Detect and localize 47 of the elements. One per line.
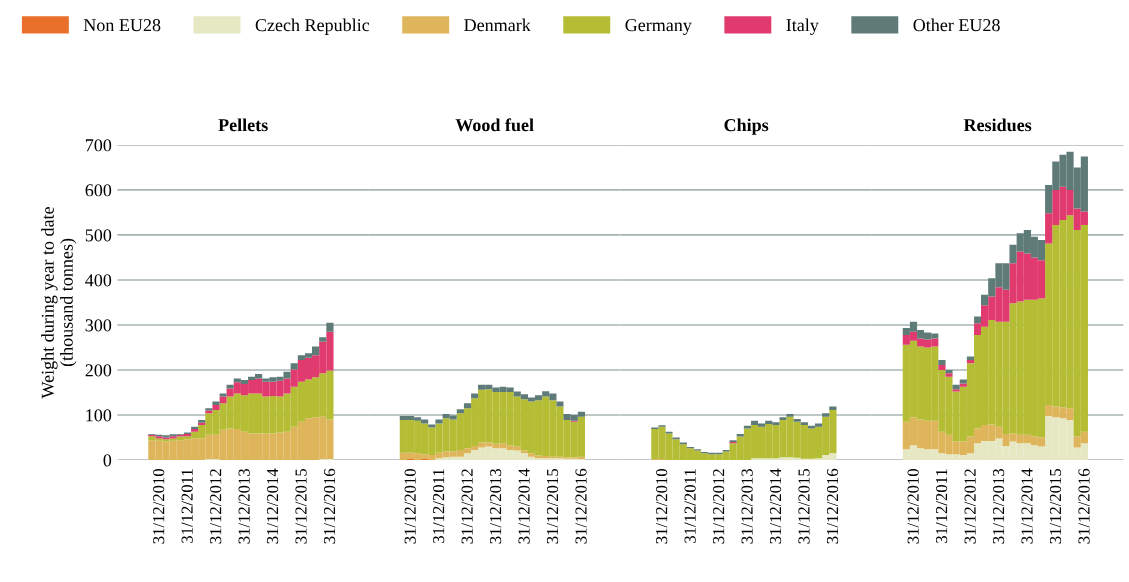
x-tick-label: 31/12/2010 bbox=[907, 468, 919, 544]
chart-title: Chips bbox=[724, 118, 769, 135]
chart-title: Wood fuel bbox=[455, 118, 534, 132]
y-tick-label: 500 bbox=[85, 229, 112, 242]
x-tick-label: 31/12/2015 bbox=[798, 469, 810, 544]
chart-title: Residues bbox=[963, 118, 1032, 132]
x-tick-label: 31/12/2010 bbox=[404, 468, 416, 544]
chart-title: Pellets bbox=[218, 118, 268, 132]
x-tick-label: 31/12/2013 bbox=[992, 469, 1005, 544]
y-axis-title: Weight during year to date (thousand tonnes) bbox=[41, 207, 77, 399]
x-tick-label: 31/12/2010 bbox=[656, 468, 668, 544]
x-tick-label: 31/12/2012 bbox=[461, 469, 473, 544]
x-tick-label: 31/12/2013 bbox=[741, 469, 753, 544]
x-tick-label: 31/12/2016 bbox=[1078, 468, 1090, 544]
x-tick-label: 31/12/2011 bbox=[181, 469, 193, 543]
x-tick-label: 31/12/2015 bbox=[1049, 469, 1062, 544]
x-tick-label: 31/12/2011 bbox=[684, 469, 696, 543]
legend-label: Non EU28 bbox=[83, 19, 161, 32]
x-tick-label: 31/12/2016 bbox=[323, 468, 336, 544]
x-tick-label: 31/12/2013 bbox=[238, 469, 250, 544]
y-tick-label: 700 bbox=[85, 139, 112, 152]
x-tick-label: 31/12/2012 bbox=[210, 469, 222, 544]
y-tick-label: 200 bbox=[85, 364, 112, 377]
legend-label: Germany bbox=[625, 19, 692, 35]
x-tick-label: 31/12/2013 bbox=[489, 469, 502, 544]
x-tick-label: 31/12/2012 bbox=[713, 469, 725, 544]
x-tick-label: 31/12/2016 bbox=[575, 468, 587, 544]
legend-label: Other EU28 bbox=[913, 18, 1000, 32]
x-tick-label: 31/12/2014 bbox=[518, 468, 530, 544]
x-tick-label: 31/12/2010 bbox=[153, 468, 165, 544]
x-tick-label: 31/12/2014 bbox=[266, 468, 279, 544]
y-tick-label: 300 bbox=[85, 319, 112, 332]
legend-label: Italy bbox=[786, 18, 819, 35]
y-tick-label: 0 bbox=[103, 454, 112, 467]
x-tick-label: 31/12/2015 bbox=[546, 469, 559, 544]
y-tick-label: 400 bbox=[85, 274, 112, 287]
x-tick-label: 31/12/2012 bbox=[964, 469, 976, 544]
x-tick-label: 31/12/2011 bbox=[935, 469, 948, 543]
x-tick-label: 31/12/2014 bbox=[1021, 468, 1033, 544]
legend-label: Denmark bbox=[464, 18, 531, 32]
y-tick-label: 100 bbox=[86, 409, 112, 422]
x-tick-label: 31/12/2016 bbox=[826, 468, 839, 544]
legend-label: Czech Republic bbox=[255, 18, 370, 35]
x-tick-label: 31/12/2014 bbox=[769, 468, 782, 544]
x-tick-label: 31/12/2011 bbox=[433, 469, 445, 543]
y-tick-label: 600 bbox=[85, 184, 112, 197]
x-tick-label: 31/12/2015 bbox=[295, 469, 307, 544]
